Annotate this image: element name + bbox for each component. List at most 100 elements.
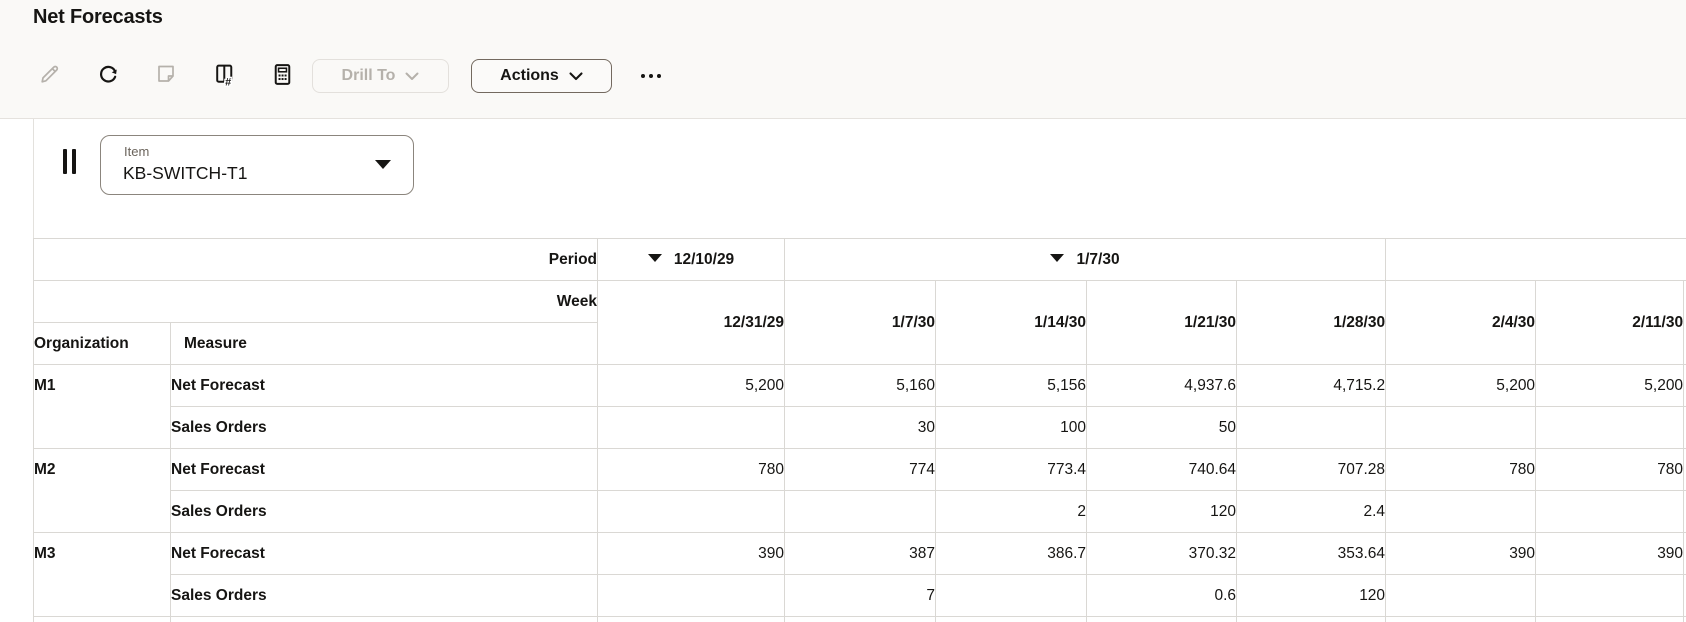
data-cell[interactable]: 390 [1385, 532, 1537, 575]
period-axis-label: Period [33, 238, 599, 281]
data-cell[interactable]: 5,156 [935, 364, 1088, 407]
pencil-icon [41, 65, 59, 83]
book-number-icon: # [215, 64, 232, 87]
data-cell[interactable]: 390 [1535, 532, 1685, 575]
dot [657, 74, 661, 78]
week-column-header: 2/11/30 [1535, 280, 1685, 365]
data-cell[interactable] [935, 574, 1088, 617]
measure-row-header[interactable]: Sales Orders [170, 574, 599, 617]
data-cell[interactable] [1385, 406, 1537, 449]
data-cell[interactable]: 387 [784, 532, 937, 575]
calculator-icon [274, 63, 290, 85]
data-cell[interactable]: 353.64 [1236, 532, 1387, 575]
data-cell[interactable]: 390 [597, 532, 786, 575]
org-row-header[interactable]: M2 [33, 448, 171, 533]
week-column-header: 12/31/29 [597, 280, 786, 365]
data-cell[interactable] [1236, 406, 1387, 449]
week-column-header: 1/28/30 [1236, 280, 1387, 365]
clipped-cell [935, 616, 1088, 622]
data-cell[interactable]: 386.7 [935, 532, 1088, 575]
chevron-down-icon [405, 72, 419, 80]
data-cell[interactable]: 780 [597, 448, 786, 491]
measure-axis-label: Measure [170, 322, 599, 365]
note-icon [158, 65, 174, 82]
data-cell[interactable]: 740.64 [1086, 448, 1238, 491]
data-cell[interactable]: 5,200 [597, 364, 786, 407]
period-label: 1/7/30 [1076, 250, 1120, 268]
measure-row-header[interactable]: Net Forecast [170, 448, 599, 491]
measure-row-header[interactable]: Sales Orders [170, 406, 599, 449]
collapse-triangle-icon[interactable] [647, 254, 662, 263]
row-axis-header-row: Organization Measure [33, 322, 1686, 365]
week-column-header: 1/14/30 [935, 280, 1088, 365]
clipped-cell [33, 616, 171, 622]
data-cell[interactable] [784, 490, 937, 533]
data-cell[interactable]: 4,715.2 [1236, 364, 1387, 407]
org-row-header[interactable]: M3 [33, 532, 171, 617]
data-cell[interactable] [597, 406, 786, 449]
data-cell[interactable]: 2 [935, 490, 1088, 533]
data-cell[interactable]: 7 [784, 574, 937, 617]
data-cell[interactable]: 100 [935, 406, 1088, 449]
drill-to-button: Drill To [312, 59, 449, 93]
clipped-cell [1535, 616, 1685, 622]
data-cell[interactable]: 780 [1535, 448, 1685, 491]
data-cell[interactable]: 0.6 [1086, 574, 1238, 617]
item-dropdown-value: KB-SWITCH-T1 [123, 163, 248, 183]
dot [649, 74, 653, 78]
measure-row-header[interactable]: Net Forecast [170, 532, 599, 575]
collapse-triangle-icon[interactable] [1050, 254, 1065, 263]
data-cell[interactable]: 773.4 [935, 448, 1088, 491]
org-row-header[interactable]: M1 [33, 364, 171, 449]
data-cell[interactable]: 4,937.6 [1086, 364, 1238, 407]
ellipsis-icon[interactable] [634, 63, 668, 89]
refresh-icon [99, 65, 117, 83]
data-cell[interactable] [1535, 406, 1685, 449]
drag-bar [63, 149, 67, 174]
page-title: Net Forecasts [33, 6, 163, 28]
pivot-table-container: Period 12/10/29 1/7/30 Week 12/31/29 1/7… [33, 238, 1686, 622]
filter-drag-handle[interactable] [63, 149, 76, 174]
toolbar: # [37, 61, 295, 87]
drag-bar [72, 149, 76, 174]
book-number-icon[interactable]: # [211, 61, 237, 87]
data-cell[interactable]: 5,200 [1535, 364, 1685, 407]
measure-row-header[interactable]: Net Forecast [170, 364, 599, 407]
data-cell[interactable] [1535, 490, 1685, 533]
dot [641, 74, 645, 78]
data-cell[interactable] [1535, 574, 1685, 617]
data-cell[interactable]: 120 [1236, 574, 1387, 617]
period-cell[interactable] [1385, 238, 1686, 281]
dropdown-caret-icon [375, 160, 391, 169]
data-cell[interactable]: 707.28 [1236, 448, 1387, 491]
data-cell[interactable] [1385, 574, 1537, 617]
item-dropdown[interactable]: Item KB-SWITCH-T1 [100, 135, 414, 195]
actions-button[interactable]: Actions [471, 59, 612, 93]
table-row: M3 Net Forecast 390 387 386.7 370.32 353… [33, 532, 1686, 617]
data-cell[interactable]: 370.32 [1086, 532, 1238, 575]
data-cell[interactable]: 774 [784, 448, 937, 491]
data-cell[interactable]: 5,160 [784, 364, 937, 407]
data-cell[interactable] [597, 574, 786, 617]
period-cell[interactable]: 1/7/30 [784, 238, 1387, 281]
data-cell[interactable]: 2.4 [1236, 490, 1387, 533]
pivot-table: Period 12/10/29 1/7/30 Week 12/31/29 1/7… [33, 238, 1686, 622]
data-cell[interactable] [597, 490, 786, 533]
data-cell[interactable]: 780 [1385, 448, 1537, 491]
table-row-clipped [33, 616, 1686, 622]
week-column-header: 1/21/30 [1086, 280, 1238, 365]
clipped-cell [1236, 616, 1387, 622]
calculator-icon[interactable] [269, 61, 295, 87]
week-axis-label: Week [33, 280, 599, 323]
period-cell[interactable]: 12/10/29 [597, 238, 786, 281]
organization-axis-label: Organization [33, 322, 171, 365]
data-cell[interactable]: 120 [1086, 490, 1238, 533]
data-cell[interactable] [1385, 490, 1537, 533]
data-cell[interactable]: 50 [1086, 406, 1238, 449]
refresh-icon[interactable] [95, 61, 121, 87]
data-cell[interactable]: 5,200 [1385, 364, 1537, 407]
table-row: Sales Orders 30 100 50 [34, 406, 1686, 449]
measure-row-header[interactable]: Sales Orders [170, 490, 599, 533]
data-cell[interactable]: 30 [784, 406, 937, 449]
header-strip: Net Forecasts # [0, 0, 1686, 119]
